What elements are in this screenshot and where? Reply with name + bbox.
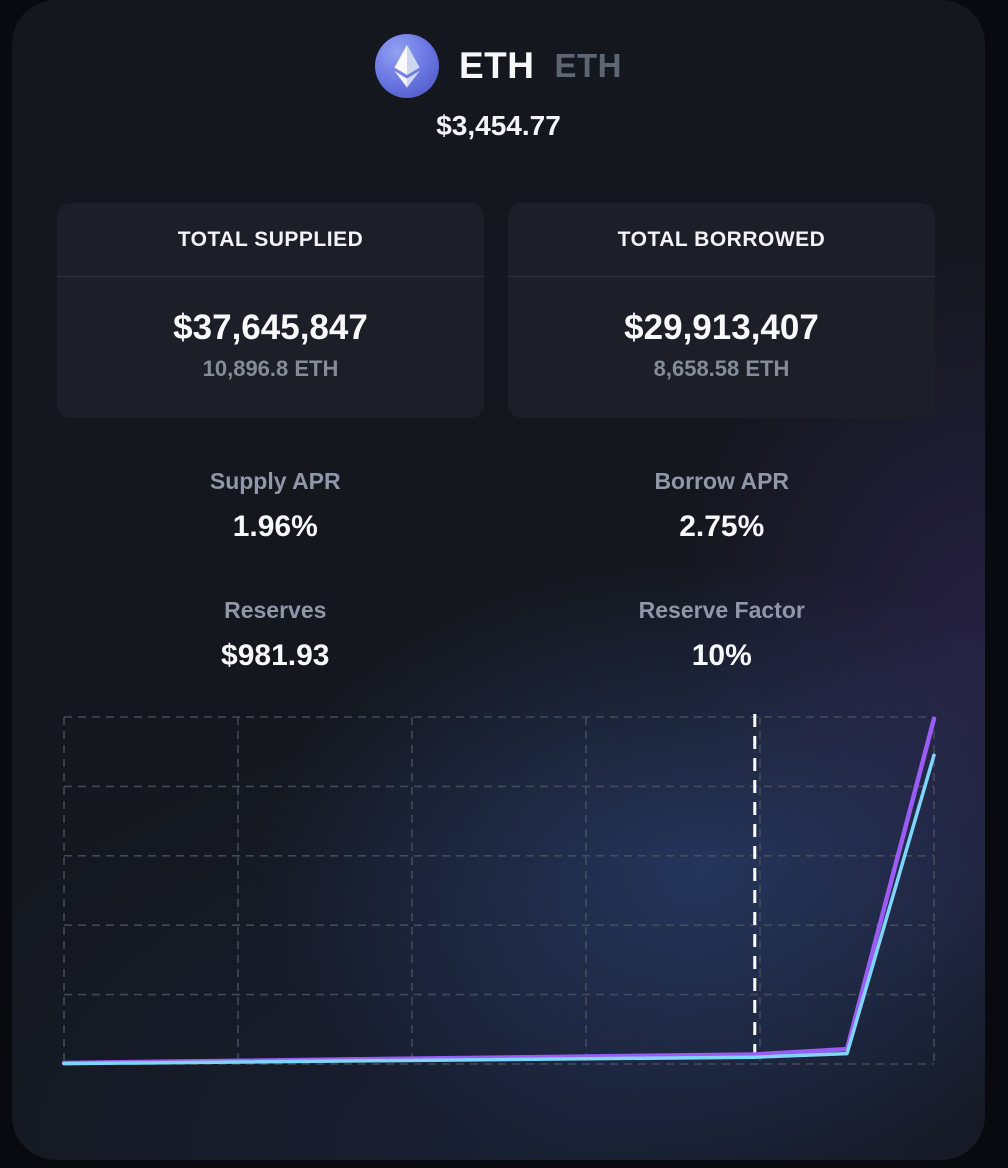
total-supplied-header: TOTAL SUPPLIED [57, 203, 484, 277]
interest-rate-chart[interactable] [61, 714, 939, 1076]
rate-chart-svg[interactable] [61, 714, 939, 1076]
total-borrowed-amount: 8,658.58 ETH [653, 355, 790, 381]
apr-row: Supply APR 1.96% Borrow APR 2.75% [52, 468, 945, 544]
asset-header: ETH ETH $3,454.77 [12, 34, 985, 142]
supply-apr-label: Supply APR [209, 468, 341, 494]
total-borrowed-header: TOTAL BORROWED [508, 203, 935, 277]
total-supplied-body: $37,645,847 10,896.8 ETH [57, 277, 484, 418]
reserves: Reserves $981.93 [52, 597, 499, 673]
borrow-apr-line [61, 716, 937, 1066]
asset-symbol: ETH [554, 47, 622, 84]
borrow-apr-value: 2.75% [679, 510, 765, 543]
borrow-apr-label: Borrow APR [654, 468, 790, 494]
reserves-row: Reserves $981.93 Reserve Factor 10% [52, 597, 945, 673]
supply-apr-value: 1.96% [232, 510, 318, 543]
total-supplied-amount: 10,896.8 ETH [202, 355, 339, 381]
total-supplied-label: TOTAL SUPPLIED [177, 227, 364, 251]
total-borrowed-usd: $29,913,407 [624, 307, 819, 347]
supply-apr: Supply APR 1.96% [52, 468, 499, 544]
asset-price: $3,454.77 [436, 110, 561, 141]
reserve-factor: Reserve Factor 10% [499, 597, 946, 673]
total-borrowed-label: TOTAL BORROWED [617, 227, 826, 251]
ethereum-icon [375, 34, 439, 98]
asset-title-row: ETH ETH [375, 34, 622, 98]
reserve-factor-label: Reserve Factor [638, 597, 805, 623]
total-borrowed-card: TOTAL BORROWED $29,913,407 8,658.58 ETH [508, 203, 935, 418]
asset-name: ETH [459, 45, 535, 86]
supply-apr-line [62, 753, 936, 1066]
asset-detail-card: ETH ETH $3,454.77 TOTAL SUPPLIED $37,645… [12, 0, 985, 1160]
total-supplied-card: TOTAL SUPPLIED $37,645,847 10,896.8 ETH [57, 203, 484, 418]
total-borrowed-body: $29,913,407 8,658.58 ETH [508, 277, 935, 418]
totals-row: TOTAL SUPPLIED $37,645,847 10,896.8 ETH … [57, 203, 935, 418]
reserves-value: $981.93 [221, 639, 330, 672]
reserve-factor-value: 10% [691, 639, 752, 672]
borrow-apr: Borrow APR 2.75% [499, 468, 946, 544]
reserves-label: Reserves [224, 597, 327, 623]
total-supplied-usd: $37,645,847 [173, 307, 368, 347]
